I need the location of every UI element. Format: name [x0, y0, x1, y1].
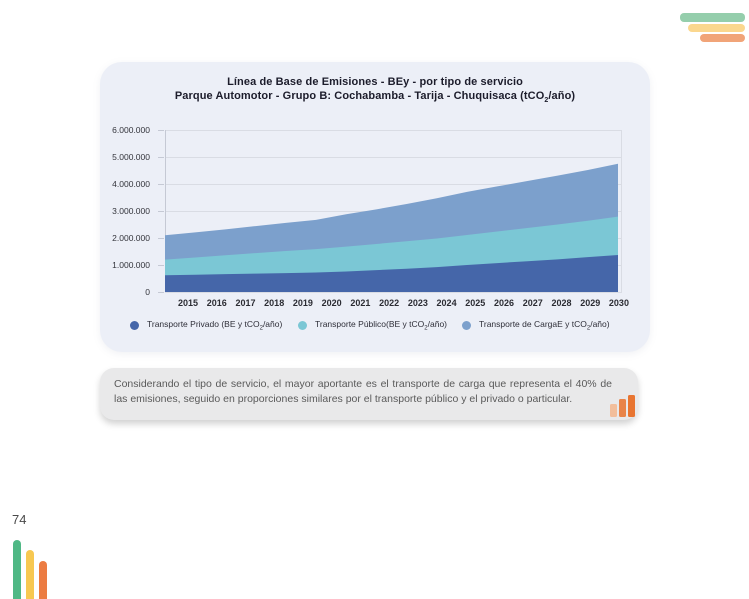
x-tick-label: 2030 — [608, 298, 629, 308]
legend-dot-icon — [130, 320, 139, 330]
x-tick-label: 2018 — [264, 298, 285, 308]
legend-item-0: Transporte Privado (BE y tCO2/año) — [130, 319, 282, 332]
y-tick-label: 4.000.000 — [112, 179, 150, 189]
x-tick-label: 2029 — [580, 298, 601, 308]
legend-label: Transporte Público(BE y tCO2/año) — [315, 319, 447, 332]
y-axis-labels: 0 1.000.000 2.000.000 3.000.000 4.000.000 5.0… — [100, 125, 150, 297]
emissions-chart-card: Línea de Base de Emisiones - BEy - por t… — [100, 62, 650, 352]
legend-dot-icon — [298, 320, 307, 330]
y-tick-label: 2.000.000 — [112, 233, 150, 243]
x-tick-label: 2024 — [436, 298, 457, 308]
note-text: Considerando el tipo de servicio, el may… — [114, 378, 612, 406]
x-tick-label: 2025 — [465, 298, 486, 308]
x-tick-label: 2021 — [350, 298, 371, 308]
legend-label: Transporte Privado (BE y tCO2/año) — [147, 319, 283, 332]
legend-item-1: Transporte Público(BE y tCO2/año) — [298, 319, 447, 332]
y-tick-label: 6.000.000 — [112, 125, 150, 135]
bar-chart-icon-bar3 — [628, 395, 635, 417]
stacked-area-chart — [158, 130, 622, 293]
stacked-area-plot — [158, 130, 622, 293]
legend-item-2: Transporte de CargaE y tCO2/año) — [462, 319, 610, 332]
decoration-bar-orange — [700, 33, 745, 42]
area-series-0 — [165, 255, 618, 292]
chart-title-line1: Línea de Base de Emisiones - BEy - por t… — [227, 76, 523, 88]
x-tick-label: 2028 — [551, 298, 572, 308]
x-tick-label: 2017 — [235, 298, 256, 308]
decoration-bar-yellow — [688, 24, 745, 32]
x-tick-label: 2026 — [494, 298, 515, 308]
bar-chart-icon-bar1 — [610, 404, 617, 417]
y-tick-label: 0 — [145, 287, 150, 297]
decoration-bar-green-bottom — [13, 540, 21, 599]
bar-chart-icon-bar2 — [619, 399, 626, 417]
x-tick-label: 2027 — [522, 298, 543, 308]
x-tick-label: 2023 — [407, 298, 428, 308]
y-tick-label: 1.000.000 — [112, 260, 150, 270]
page-number: 74 — [12, 512, 27, 527]
x-tick-label: 2015 — [177, 298, 199, 308]
y-tick-label: 5.000.000 — [112, 152, 150, 162]
x-axis-labels: 2015 2016 2017 2018 2019 2020 2021 2022 2023 2024… — [165, 298, 629, 310]
x-tick-label: 2022 — [379, 298, 400, 308]
x-tick-label: 2019 — [292, 298, 313, 308]
legend-label: Transporte de CargaE y tCO2/año) — [479, 319, 610, 332]
decoration-bar-yellow-bottom — [26, 550, 34, 599]
legend-dot-icon — [462, 320, 471, 330]
decoration-bar-green — [680, 13, 745, 22]
chart-title-line2: Parque Automotor - Grupo B: Cochabamba -… — [174, 90, 576, 105]
decoration-bar-orange-bottom — [39, 561, 47, 599]
note-box: Considerando el tipo de servicio, el may… — [100, 368, 638, 420]
y-tick-label: 3.000.000 — [112, 206, 150, 216]
x-tick-label: 2020 — [321, 298, 342, 308]
x-tick-label: 2016 — [206, 298, 227, 308]
chart-legend: Transporte Privado (BE y tCO2/año) Transp… — [100, 319, 650, 335]
bar-chart-icon — [608, 395, 635, 417]
